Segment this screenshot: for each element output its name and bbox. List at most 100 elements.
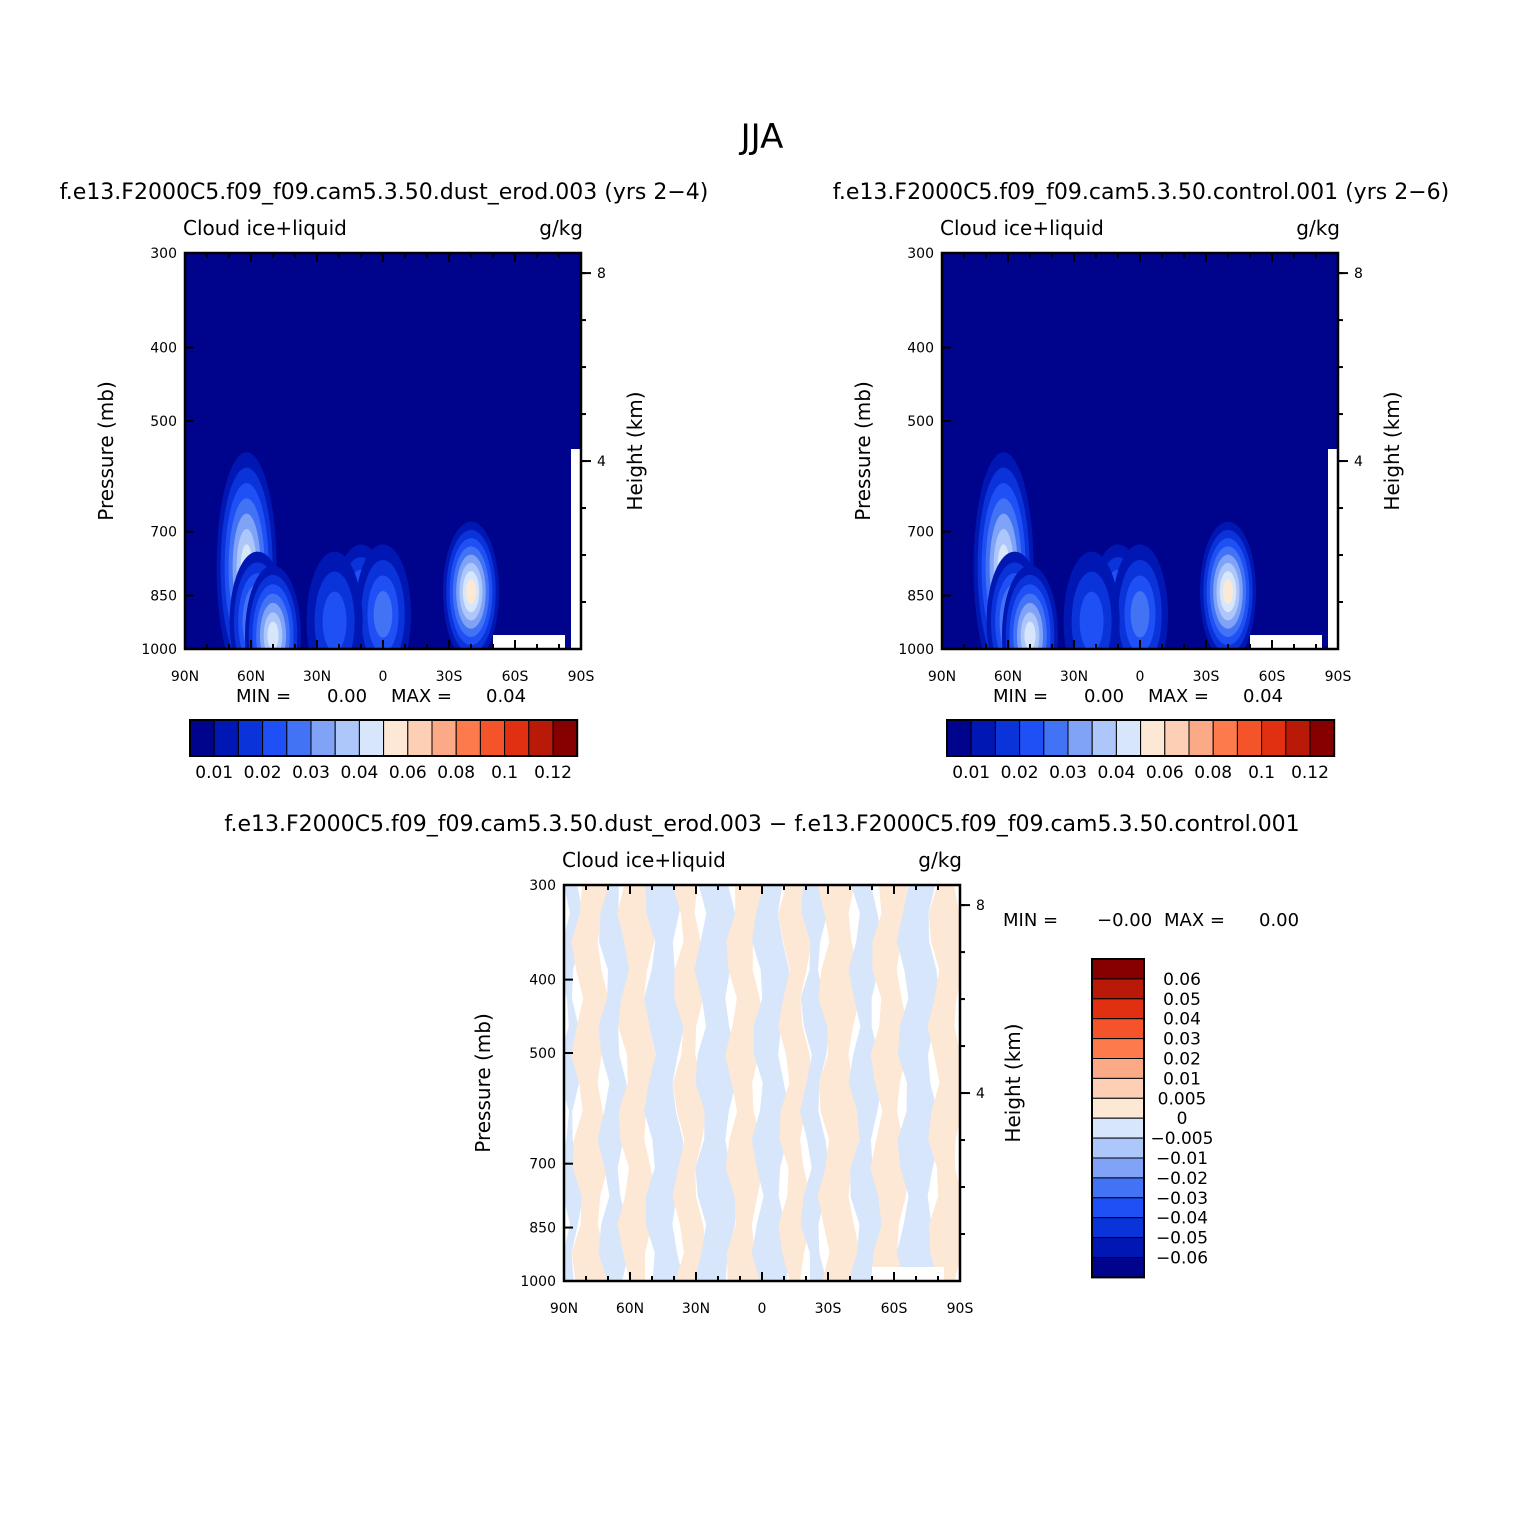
colorbar-box: [431, 719, 457, 757]
panel-control-min-label: MIN =: [993, 686, 1048, 707]
y2-tick-label: 8: [597, 266, 606, 282]
panel-control: Cloud ice+liquid g/kg Pressure (mb) Heig…: [851, 216, 1404, 783]
colorbar-label: 0.01: [1163, 1069, 1201, 1089]
panel-control-ylabel: Pressure (mb): [851, 381, 875, 521]
panel-case-min-label: MIN =: [236, 686, 291, 707]
x-tick-label: 60S: [1259, 669, 1286, 685]
panel-case-ylabel: Pressure (mb): [94, 381, 118, 521]
colorbar-label: −0.05: [1156, 1229, 1208, 1249]
colorbar-box: [334, 719, 360, 757]
x-tick-label: 60S: [502, 669, 529, 685]
contour-field: [564, 885, 960, 1281]
colorbar-box: [1091, 1077, 1145, 1099]
y-tick-label: 400: [529, 973, 556, 989]
contour-fill-level-8: [1223, 579, 1233, 605]
colorbar-frame: [946, 719, 1336, 757]
colorbar-box: [1091, 1237, 1145, 1258]
colorbar-box: [383, 719, 409, 757]
colorbar-box: [994, 719, 1021, 757]
panel-case-colorbar: 0.01 0.02 0.03 0.04 0.06 0.08 0.1 0.12: [189, 719, 579, 783]
difference-band-positive: [672, 885, 707, 1281]
colorbar-label: −0.03: [1156, 1189, 1208, 1209]
panel-case: Cloud ice+liquid g/kg Pressure (mb) Heig…: [94, 216, 647, 783]
colorbar-label: 0.01: [195, 763, 233, 783]
difference-band-positive: [817, 885, 860, 1281]
panel-difference-min-value: −0.00: [1097, 910, 1152, 931]
y-tick-label: 500: [907, 414, 934, 430]
y2-tick-label: 4: [1354, 454, 1363, 470]
colorbar-box: [1091, 998, 1145, 1020]
y-tick-label: 700: [907, 525, 934, 541]
colorbar-label: 0.1: [1248, 763, 1275, 783]
panel-difference-heading: f.e13.F2000C5.f09_f09.cam5.3.50.dust_ero…: [224, 812, 1299, 837]
x-tick-label: 60N: [616, 1301, 644, 1317]
colorbar-box: [1091, 1137, 1145, 1159]
panel-difference-colorbar: 0.060.050.040.030.020.010.0050−0.005−0.0…: [1091, 958, 1214, 1279]
panel-difference-max-label: MAX =: [1164, 910, 1225, 931]
panel-control-min-value: 0.00: [1084, 686, 1124, 707]
x-tick-label: 0: [1136, 669, 1145, 685]
contour-fill-level-4: [1130, 591, 1150, 638]
colorbar-box: [1067, 719, 1093, 757]
y-tick-label: 1000: [520, 1274, 556, 1290]
missing-data-region: [1250, 635, 1322, 649]
colorbar-box: [552, 719, 578, 757]
panel-difference: Cloud ice+liquid g/kg Pressure (mb) Heig…: [471, 848, 1299, 1317]
y-tick-label: 300: [150, 246, 177, 262]
colorbar-label: 0.04: [1163, 1010, 1201, 1030]
panel-case-units-label: g/kg: [539, 216, 583, 240]
colorbar-label: −0.04: [1156, 1209, 1208, 1229]
colorbar-box: [1164, 719, 1190, 757]
panel-difference-min-label: MIN =: [1003, 910, 1058, 931]
colorbar-label: 0.04: [1097, 763, 1135, 783]
difference-band-negative: [643, 885, 685, 1281]
colorbar-label: −0.005: [1151, 1129, 1214, 1149]
colorbar-label: 0.08: [437, 763, 475, 783]
contour-field: [185, 253, 581, 649]
y-tick-label: 400: [907, 341, 934, 357]
colorbar-box: [1091, 1217, 1145, 1239]
colorbar-box: [1140, 719, 1166, 757]
colorbar-label: 0: [1177, 1109, 1188, 1129]
difference-band-positive: [725, 885, 764, 1281]
colorbar-box: [1236, 719, 1263, 757]
difference-band-negative: [896, 885, 940, 1281]
panel-difference-plot-area: 90N 60N 30N 0 30S 60S 90S 300 400 500 700 850 1000 8 4: [520, 878, 985, 1317]
colorbar-box: [528, 719, 554, 757]
colorbar-box: [1091, 1038, 1145, 1059]
panel-control-max-value: 0.04: [1243, 686, 1283, 707]
difference-band-positive: [927, 885, 960, 1281]
y-tick-label: 500: [529, 1046, 556, 1062]
y2-tick-label: 8: [976, 898, 985, 914]
panel-difference-units-label: g/kg: [918, 848, 962, 872]
y-tick-label: 400: [150, 341, 177, 357]
difference-band-negative: [597, 885, 630, 1281]
y-tick-label: 850: [150, 589, 177, 605]
contour-fill-level-3: [322, 591, 347, 649]
colorbar-box: [189, 719, 215, 757]
y-tick-label: 500: [150, 414, 177, 430]
x-tick-label: 90N: [171, 669, 199, 685]
colorbar-label: 0.01: [952, 763, 990, 783]
x-tick-label: 90S: [947, 1301, 974, 1317]
difference-band-positive: [617, 885, 656, 1281]
colorbar-box: [946, 719, 972, 757]
difference-band-negative: [848, 885, 883, 1281]
panel-case-max-label: MAX =: [391, 686, 452, 707]
x-tick-label: 0: [758, 1301, 767, 1317]
panel-control-units-label: g/kg: [1296, 216, 1340, 240]
panel-control-colorbar: 0.01 0.02 0.03 0.04 0.06 0.08 0.1 0.12: [946, 719, 1336, 783]
colorbar-label: 0.03: [1049, 763, 1087, 783]
difference-band-positive: [778, 885, 812, 1281]
colorbar-box: [1091, 1117, 1145, 1139]
colorbar-label: 0.02: [1163, 1050, 1201, 1070]
x-tick-label: 90S: [568, 669, 595, 685]
panel-control-plot-area: 90N 60N 30N 0 30S 60S 90S 300 400 500 700 850 1000 8 4: [898, 246, 1363, 685]
colorbar-box: [1285, 719, 1311, 757]
difference-band-negative: [694, 885, 737, 1281]
y2-tick-label: 4: [976, 1086, 985, 1102]
x-tick-label: 90N: [550, 1301, 578, 1317]
colorbar-label: 0.03: [292, 763, 330, 783]
colorbar-box: [310, 719, 336, 757]
